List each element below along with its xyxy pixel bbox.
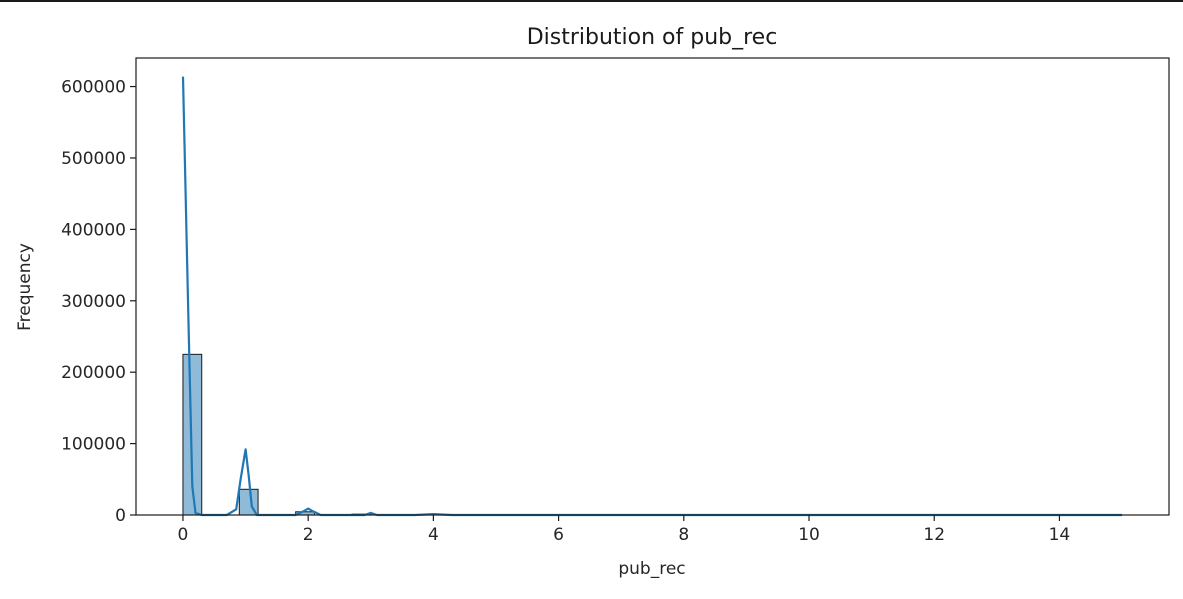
y-axis-ticks: 0 100000 200000 300000 400000 500000 600000	[61, 78, 136, 526]
kde-curve	[181, 76, 1122, 517]
y-tick-label: 400000	[61, 220, 126, 240]
x-tick-label: 8	[678, 525, 689, 545]
kde-curve-group	[181, 76, 1122, 517]
histogram-bars	[182, 353, 1123, 516]
y-tick-label: 300000	[61, 292, 126, 312]
chart-title: Distribution of pub_rec	[527, 25, 778, 50]
window-top-border	[0, 0, 1183, 2]
x-tick-label: 0	[178, 525, 189, 545]
y-tick-label: 500000	[61, 149, 126, 169]
x-tick-label: 10	[798, 525, 820, 545]
x-axis-label: pub_rec	[618, 559, 685, 579]
x-tick-label: 4	[428, 525, 439, 545]
y-tick-label: 0	[115, 506, 126, 526]
y-axis-label: Frequency	[15, 243, 35, 331]
x-tick-label: 2	[303, 525, 314, 545]
plot-area-frame	[135, 57, 1170, 516]
x-tick-label: 6	[553, 525, 564, 545]
x-tick-label: 14	[1049, 525, 1071, 545]
y-tick-label: 100000	[61, 435, 126, 455]
x-axis-ticks: 0 2 4 6 8 10 12 14	[178, 515, 1071, 545]
y-tick-label: 600000	[61, 78, 126, 98]
x-tick-label: 12	[923, 525, 945, 545]
y-tick-label: 200000	[61, 363, 126, 383]
